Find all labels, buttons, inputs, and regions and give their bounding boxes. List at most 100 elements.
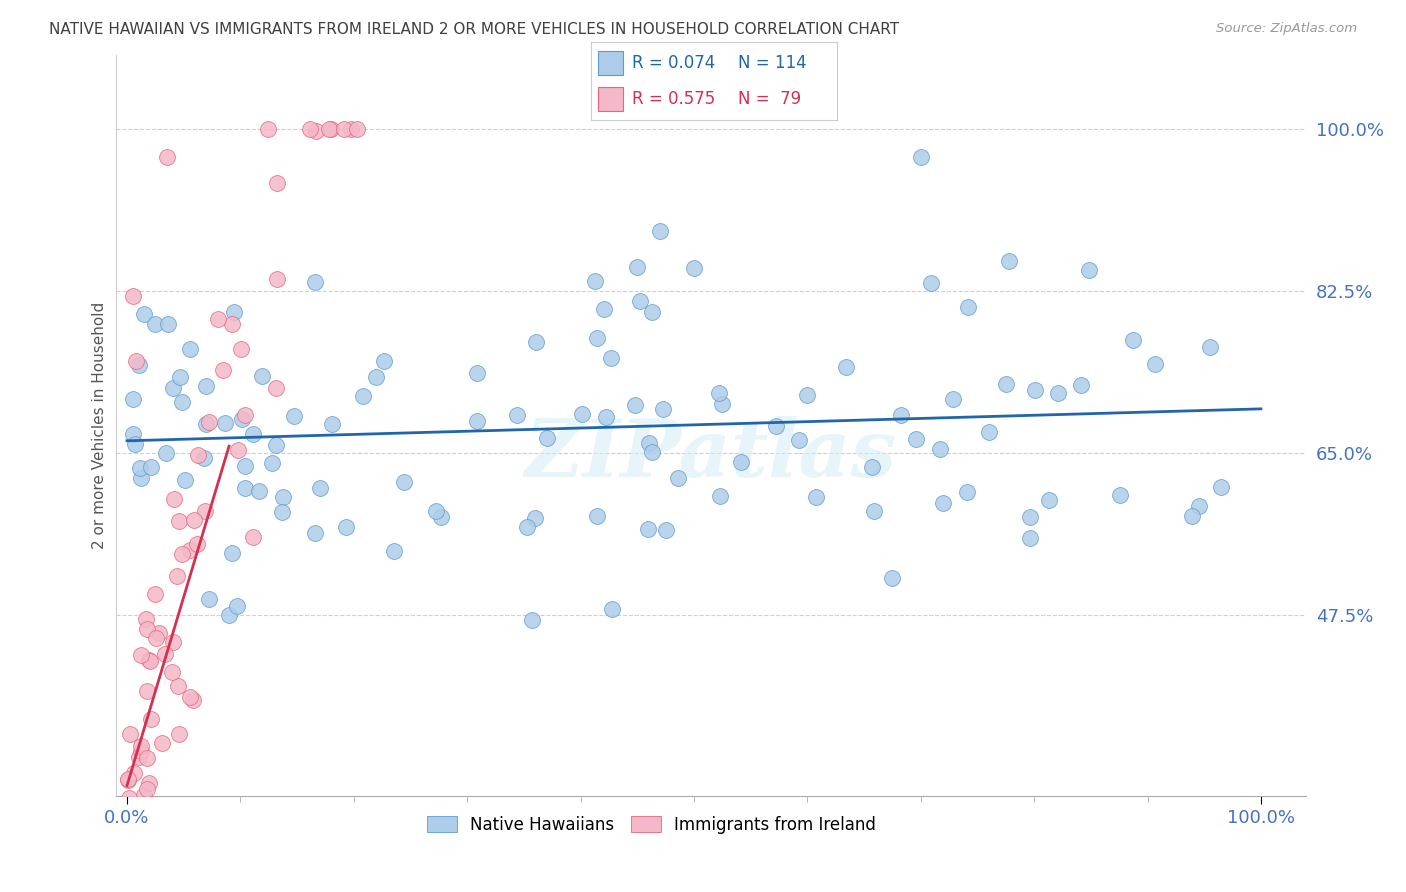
Point bbox=[194, 379, 217, 393]
Point bbox=[134, 861, 156, 875]
Point bbox=[346, 122, 368, 136]
Text: NATIVE HAWAIIAN VS IMMIGRANTS FROM IRELAND 2 OR MORE VEHICLES IN HOUSEHOLD CORRE: NATIVE HAWAIIAN VS IMMIGRANTS FROM IRELA… bbox=[49, 22, 900, 37]
Point bbox=[637, 522, 659, 536]
Point bbox=[138, 776, 160, 790]
Point bbox=[599, 351, 621, 365]
Point bbox=[214, 416, 236, 430]
Point bbox=[122, 766, 145, 780]
Point bbox=[124, 863, 146, 877]
Point bbox=[905, 432, 928, 446]
Point bbox=[364, 370, 387, 384]
Point bbox=[132, 788, 155, 802]
Point bbox=[128, 749, 150, 764]
Point bbox=[730, 455, 752, 469]
Point bbox=[583, 274, 606, 288]
Point bbox=[910, 150, 932, 164]
Point bbox=[709, 489, 731, 503]
Point bbox=[1187, 500, 1209, 514]
Point bbox=[117, 772, 139, 786]
Point bbox=[710, 397, 733, 411]
Legend: Native Hawaiians, Immigrants from Ireland: Native Hawaiians, Immigrants from Irelan… bbox=[420, 809, 883, 841]
Text: R = 0.575: R = 0.575 bbox=[633, 90, 716, 108]
Point bbox=[271, 490, 294, 504]
Point bbox=[127, 830, 149, 844]
Point bbox=[142, 827, 165, 841]
Point bbox=[586, 508, 609, 523]
Point bbox=[134, 863, 156, 877]
Point bbox=[520, 613, 543, 627]
Point bbox=[194, 504, 217, 518]
Point bbox=[132, 307, 155, 321]
Point bbox=[683, 261, 706, 276]
Point bbox=[118, 805, 141, 820]
Point bbox=[179, 543, 201, 558]
Point bbox=[212, 363, 235, 377]
Text: R = 0.074: R = 0.074 bbox=[633, 54, 716, 72]
Point bbox=[1122, 333, 1144, 347]
Point bbox=[266, 271, 288, 285]
Point bbox=[153, 647, 176, 661]
Point bbox=[135, 684, 157, 698]
Point bbox=[523, 511, 546, 525]
Point bbox=[169, 370, 191, 384]
Point bbox=[129, 471, 152, 485]
Point bbox=[183, 692, 205, 706]
Point bbox=[132, 816, 155, 830]
Bar bbox=[598, 87, 623, 111]
Point bbox=[352, 389, 374, 403]
Point bbox=[121, 392, 143, 406]
Point bbox=[118, 863, 141, 877]
Point bbox=[339, 122, 361, 136]
Point bbox=[118, 790, 141, 805]
Point bbox=[207, 311, 229, 326]
Point bbox=[465, 414, 488, 428]
Point bbox=[162, 381, 184, 395]
Point bbox=[1038, 493, 1060, 508]
Point bbox=[1078, 263, 1101, 277]
Bar bbox=[598, 52, 623, 75]
Point bbox=[835, 360, 858, 375]
Point bbox=[1047, 385, 1070, 400]
Point bbox=[129, 648, 152, 662]
Point bbox=[166, 679, 188, 693]
Point bbox=[170, 547, 193, 561]
Point bbox=[666, 471, 689, 485]
Point bbox=[179, 343, 201, 357]
Point bbox=[218, 607, 240, 622]
Point bbox=[129, 744, 152, 758]
Point bbox=[651, 401, 673, 416]
Point bbox=[709, 385, 731, 400]
Point bbox=[197, 592, 219, 607]
Point bbox=[224, 304, 246, 318]
Point bbox=[304, 276, 326, 290]
Point bbox=[242, 427, 264, 442]
Point bbox=[121, 289, 143, 303]
Point bbox=[1181, 508, 1204, 523]
Point bbox=[1109, 488, 1132, 502]
Point bbox=[125, 353, 148, 368]
Point bbox=[595, 410, 617, 425]
Point bbox=[586, 331, 609, 345]
Point bbox=[124, 847, 146, 862]
Point bbox=[860, 459, 883, 474]
Point bbox=[1199, 340, 1222, 354]
Point bbox=[143, 587, 166, 601]
Point bbox=[160, 665, 183, 679]
Point bbox=[1024, 383, 1046, 397]
Point bbox=[516, 520, 538, 534]
Point bbox=[931, 496, 953, 510]
Point bbox=[638, 435, 661, 450]
Point bbox=[121, 805, 143, 819]
Point bbox=[136, 751, 159, 765]
Point bbox=[128, 359, 150, 373]
Point bbox=[166, 569, 188, 583]
Point bbox=[121, 427, 143, 442]
Point bbox=[198, 415, 221, 429]
Point bbox=[170, 395, 193, 409]
Point bbox=[425, 504, 447, 518]
Point bbox=[247, 483, 270, 498]
Point bbox=[796, 388, 818, 402]
Point bbox=[335, 520, 357, 534]
Point bbox=[305, 124, 328, 138]
Point bbox=[138, 863, 160, 877]
